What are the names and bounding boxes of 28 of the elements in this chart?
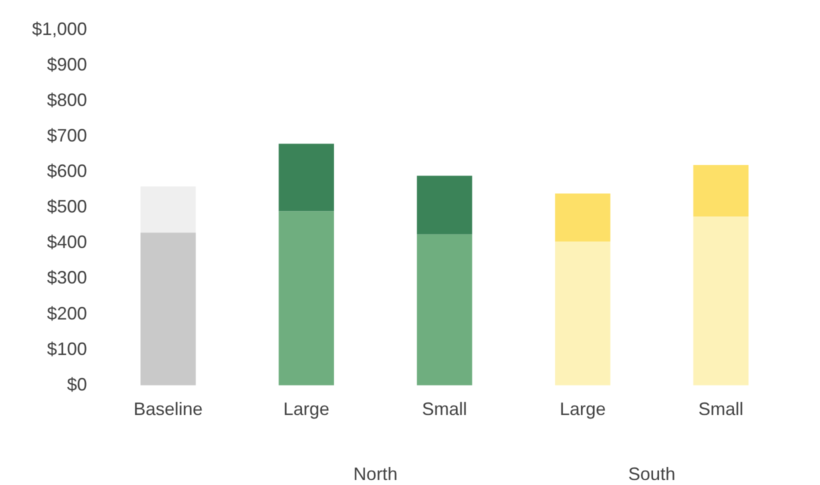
y-tick-label: $500 [47, 196, 88, 217]
bar [555, 241, 610, 386]
bar [140, 232, 196, 386]
y-tick-label: $1,000 [32, 18, 88, 39]
text: North [353, 464, 398, 484]
y-tick-label: $700 [47, 126, 88, 146]
bar [693, 165, 749, 217]
y-tick-label: $600 [47, 161, 88, 182]
x-tick-label: Large [560, 399, 606, 420]
y-tick-label: $200 [47, 303, 88, 324]
bar [555, 193, 610, 242]
bar [278, 211, 334, 386]
bar [416, 176, 472, 234]
y-tick-label: $0 [67, 374, 88, 394]
x-tick-label: Large [283, 399, 330, 420]
y-tick-label: $100 [47, 338, 88, 359]
y-tick-label: $800 [47, 90, 88, 110]
bar [140, 186, 196, 233]
y-tick-label: $300 [47, 268, 88, 288]
x-tick-label: Small [698, 399, 744, 420]
text: South [628, 464, 676, 484]
bar [278, 144, 334, 212]
x-tick-label: Small [422, 399, 468, 420]
bar [693, 216, 749, 386]
x-tick-label: Baseline [134, 399, 203, 420]
y-tick-label: $400 [47, 232, 88, 252]
bar [416, 234, 472, 386]
y-tick-label: $900 [47, 54, 88, 75]
